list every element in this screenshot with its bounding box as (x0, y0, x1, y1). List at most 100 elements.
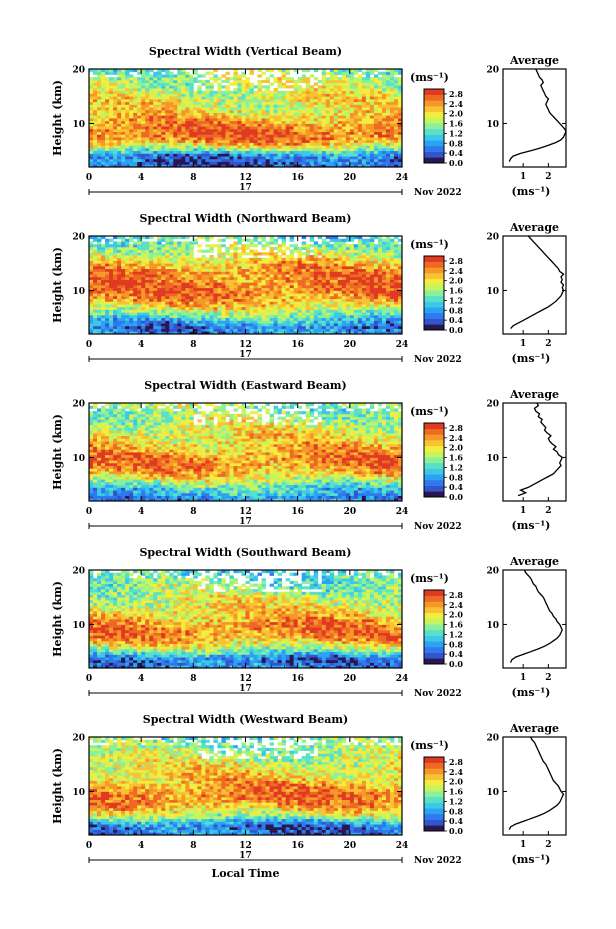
heatmap-cell (209, 276, 214, 280)
heatmap-cell (149, 268, 154, 272)
heatmap-cell (373, 293, 379, 297)
heatmap-cell (113, 317, 118, 321)
heatmap-cell (253, 120, 258, 124)
heatmap-cell (349, 161, 355, 165)
heatmap-cell (229, 112, 234, 116)
heatmap-cell (185, 306, 190, 310)
heatmap-cell (337, 158, 343, 162)
heatmap-cell (213, 112, 218, 116)
heatmap-cell (121, 79, 126, 84)
heatmap-cell (113, 279, 118, 283)
heatmap-cell (353, 320, 359, 324)
heatmap-cell (345, 161, 351, 165)
heatmap-cell (281, 158, 287, 162)
heatmap-cell (89, 279, 94, 283)
heatmap-cell (329, 107, 335, 111)
heatmap-cell (177, 328, 182, 332)
heatmap-cell (101, 306, 106, 310)
heatmap-cell (269, 268, 274, 272)
heatmap-cell (365, 268, 371, 272)
heatmap-cell (217, 257, 222, 261)
heatmap-cell (133, 131, 138, 135)
heatmap-cell (289, 306, 295, 310)
heatmap-cell (181, 263, 186, 267)
heatmap-cell (245, 145, 250, 149)
heatmap-cell (273, 134, 278, 138)
heatmap-cell (181, 298, 186, 302)
heatmap-cell (377, 279, 383, 283)
heatmap-cell (169, 285, 174, 289)
heatmap-cell (241, 331, 246, 335)
heatmap-cell (101, 126, 106, 130)
heatmap-cell (237, 255, 242, 259)
heatmap-cell (165, 276, 170, 280)
heatmap-cell (349, 325, 355, 329)
heatmap-cell (189, 118, 194, 122)
heatmap-cell (341, 276, 347, 280)
heatmap-cell (241, 112, 246, 116)
heatmap-cell (137, 93, 142, 97)
heatmap-cell (257, 137, 262, 141)
heatmap-cell (349, 131, 355, 135)
heatmap-cell (305, 120, 311, 124)
heatmap-cell (385, 268, 391, 272)
heatmap-cell (129, 98, 134, 103)
heatmap-cell (329, 120, 335, 124)
heatmap-cell (385, 293, 391, 297)
heatmap-cell (345, 112, 351, 116)
heatmap-cell (89, 104, 94, 108)
heatmap-cell (125, 279, 130, 283)
heatmap-cell (301, 325, 307, 329)
heatmap-cell (225, 161, 230, 165)
heatmap-cell (277, 312, 283, 316)
heatmap-cell (101, 139, 106, 143)
heatmap-cell (193, 128, 198, 133)
heatmap-cell (349, 142, 355, 146)
heatmap-cell (369, 128, 375, 133)
heatmap-cell (169, 79, 174, 84)
heatmap-cell (181, 93, 186, 97)
heatmap-cell (369, 139, 375, 143)
heatmap-cell (97, 161, 102, 165)
heatmap-cell (361, 279, 367, 283)
heatmap-cell (385, 134, 391, 138)
heatmap-cell (121, 282, 126, 286)
heatmap-cell (113, 325, 118, 329)
heatmap-cell (309, 145, 315, 149)
heatmap-cell (305, 314, 311, 319)
heatmap-cell (361, 109, 367, 113)
heatmap-cell (213, 96, 218, 100)
heatmap-cell (217, 268, 222, 272)
heatmap-cell (329, 265, 335, 270)
heatmap-cell (321, 85, 327, 89)
heatmap-cell (93, 161, 98, 165)
heatmap-cell (213, 257, 218, 261)
heatmap-cell (317, 271, 323, 275)
heatmap-cell (209, 260, 214, 264)
heatmap-cell (329, 298, 335, 302)
heatmap-cell (233, 93, 238, 97)
heatmap-cell (257, 150, 262, 154)
heatmap-cell (253, 325, 258, 329)
heatmap-cell (217, 145, 222, 149)
heatmap-cell (217, 88, 222, 92)
heatmap-cell (245, 309, 250, 313)
heatmap-cell (329, 139, 335, 143)
heatmap-cell (329, 112, 335, 116)
heatmap-cell (145, 120, 150, 124)
heatmap-cell (333, 279, 339, 283)
heatmap-cell (217, 131, 222, 135)
heatmap-cell (353, 158, 359, 162)
heatmap-cell (325, 88, 331, 92)
heatmap-cell (309, 298, 315, 302)
heatmap-cell (253, 323, 258, 327)
heatmap-cell (341, 271, 347, 275)
heatmap-cell (241, 290, 246, 294)
heatmap-cell (333, 301, 339, 305)
heatmap-cell (133, 115, 138, 119)
heatmap-cell (345, 298, 351, 302)
heatmap-cell (357, 312, 363, 316)
heatmap-cell (161, 115, 166, 119)
heatmap-cell (377, 107, 383, 111)
heatmap-cell (313, 126, 319, 130)
